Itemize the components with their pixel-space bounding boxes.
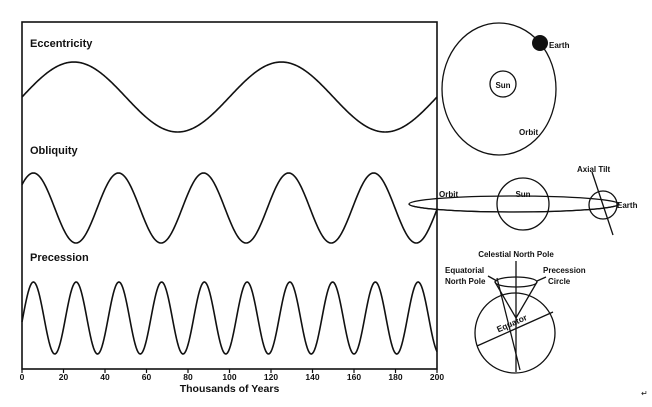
tilt-orbit-label: Orbit: [439, 190, 458, 199]
sun-label: Sun: [495, 81, 510, 90]
tilt-earth-circle: [588, 190, 618, 220]
x-tick-label: 140: [305, 372, 319, 382]
chart-frame: [21, 21, 438, 370]
precession-diagram: Celestial North Pole Equatorial North Po…: [445, 250, 586, 374]
precession-cone: [494, 281, 538, 320]
x-tick-label: 20: [59, 372, 69, 382]
x-tick-label: 40: [100, 372, 110, 382]
tilt-sun-label: Sun: [515, 190, 530, 199]
x-axis-title: Thousands of Years: [180, 383, 280, 395]
x-tick-label: 0: [20, 372, 25, 382]
earth-label: Earth: [549, 41, 570, 50]
axial-tilt-diagram: Sun Orbit Axial Tilt Earth: [408, 165, 638, 236]
sun-circle: [489, 70, 517, 98]
equatorial-pointer: [487, 275, 498, 282]
x-tick-label: 160: [347, 372, 361, 382]
x-axis-ticks: 0 20 40 60 80 100 120 140 160 180 200: [20, 369, 444, 382]
equatorial-axis-line: [496, 277, 521, 371]
series-label-precession: Precession: [30, 252, 89, 264]
celestial-north-pole-label: Celestial North Pole: [478, 250, 554, 259]
precession-earth-circle: [474, 292, 556, 374]
equatorial-north-pole-label-1: Equatorial: [445, 266, 484, 275]
corner-mark: ↵: [641, 389, 648, 398]
precession-circle-label-2: Circle: [548, 277, 571, 286]
wave-eccentricity: [21, 61, 438, 133]
series-label-eccentricity: Eccentricity: [30, 38, 93, 50]
wave-precession: [21, 281, 438, 355]
precession-pointer: [536, 276, 547, 282]
earth-dot: [532, 35, 548, 51]
x-tick-label: 60: [142, 372, 152, 382]
tilt-sun-circle: [496, 177, 550, 231]
orbit-label: Orbit: [519, 128, 538, 137]
x-tick-label: 80: [183, 372, 193, 382]
orbit-diagram: Sun Earth Orbit: [441, 22, 570, 156]
equatorial-north-pole-label-2: North Pole: [445, 277, 486, 286]
series-label-obliquity: Obliquity: [30, 145, 79, 157]
equator-line: [476, 311, 554, 347]
axial-tilt-label: Axial Tilt: [577, 165, 611, 174]
milankovitch-chart: Eccentricity Obliquity Precession 0 20 40 6…: [20, 21, 444, 395]
x-tick-label: 100: [222, 372, 236, 382]
orbit-ellipse: [441, 22, 557, 156]
tilt-earth-label: Earth: [617, 201, 638, 210]
x-tick-label: 180: [388, 372, 402, 382]
x-tick-label: 200: [430, 372, 444, 382]
tilt-axis-line: [591, 171, 614, 236]
x-tick-label: 120: [264, 372, 278, 382]
wave-obliquity: [21, 172, 438, 244]
precession-circle-label-1: Precession: [543, 266, 586, 275]
